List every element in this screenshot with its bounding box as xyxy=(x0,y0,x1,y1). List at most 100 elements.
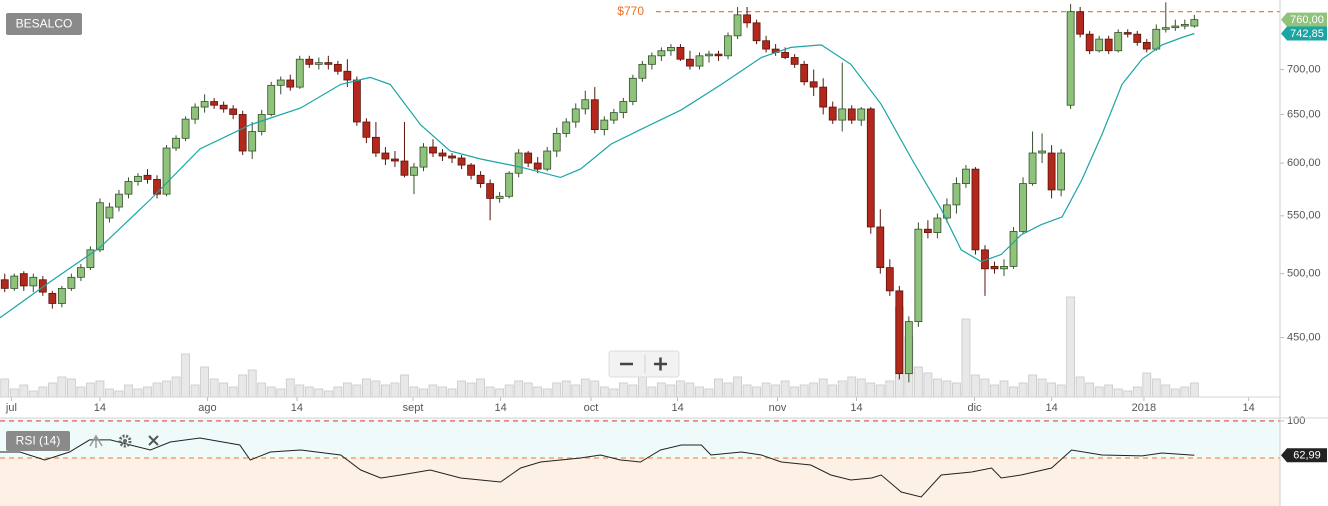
candle-body xyxy=(391,158,399,162)
candle-body xyxy=(971,168,980,251)
x-tick-label: 14 xyxy=(1045,402,1057,414)
candle-body xyxy=(943,204,951,219)
moving-average-line xyxy=(0,32,1195,319)
volume-bar xyxy=(171,376,181,398)
candle-body xyxy=(124,181,133,195)
x-tick-label: 14 xyxy=(850,402,862,414)
candle-body xyxy=(524,152,533,164)
volume-bar xyxy=(504,384,514,398)
candle-body xyxy=(457,157,466,166)
candle-body xyxy=(705,53,713,57)
volume-bar xyxy=(609,388,619,398)
candle-body xyxy=(372,136,380,154)
candle-body xyxy=(86,249,95,269)
candle-body xyxy=(210,101,219,106)
volume-bar xyxy=(314,388,324,398)
volume-bar xyxy=(390,382,400,398)
volume-bar xyxy=(228,386,238,398)
candle-body xyxy=(581,99,590,110)
volume-bar xyxy=(1075,376,1085,398)
candle-body xyxy=(295,58,304,88)
volume-bar xyxy=(695,386,704,398)
volume-bar xyxy=(342,382,352,398)
volume-bar xyxy=(561,380,571,398)
volume-bar xyxy=(1151,378,1161,398)
candle-body xyxy=(134,175,142,182)
volume-bar xyxy=(400,374,409,398)
volume-bar xyxy=(618,382,628,398)
volume-bar xyxy=(285,378,295,398)
y-tick-label: 550,00 xyxy=(1287,210,1321,222)
candle-body xyxy=(600,119,609,131)
volume-bar xyxy=(1142,372,1152,398)
volume-bar xyxy=(1037,378,1047,398)
candle-body xyxy=(990,266,999,270)
volume-bar xyxy=(657,382,666,398)
candle-body xyxy=(743,14,751,24)
candle-body xyxy=(1047,152,1056,191)
volume-bar xyxy=(1161,384,1171,398)
volume-bar xyxy=(1018,382,1028,398)
close-icon[interactable] xyxy=(148,435,159,446)
candle-body xyxy=(181,118,190,139)
annotation-label: $770 xyxy=(617,4,644,18)
candle-body xyxy=(762,40,770,50)
candle-body xyxy=(876,226,885,269)
x-tick-label: sept xyxy=(403,402,424,414)
candle-body xyxy=(638,63,647,79)
candle-body xyxy=(1123,32,1132,35)
candle-body xyxy=(857,108,866,121)
candle-body xyxy=(38,279,47,293)
candle-body xyxy=(115,193,123,208)
candle-body xyxy=(48,292,57,304)
settings-icon[interactable] xyxy=(118,434,132,448)
candle-body xyxy=(105,206,114,219)
volume-bar xyxy=(476,378,485,398)
candle-body xyxy=(333,63,342,72)
candle-body xyxy=(267,84,276,115)
panels: 100 xyxy=(0,415,1305,506)
volume-bar xyxy=(361,378,371,398)
volume-bar xyxy=(1180,386,1190,398)
candle-body xyxy=(923,228,932,233)
volume-bar xyxy=(304,386,314,398)
x-tick-label: 2018 xyxy=(1132,402,1156,414)
volume-bar xyxy=(866,382,876,398)
zoom-controls xyxy=(608,350,680,378)
volume-bar xyxy=(0,378,10,398)
candle-body xyxy=(866,108,875,228)
volume-bar xyxy=(676,380,685,398)
volume-bar xyxy=(952,382,961,398)
candle-body xyxy=(362,121,371,138)
volume-bar xyxy=(419,388,428,398)
volume-bar xyxy=(932,378,942,398)
volume-bar xyxy=(590,380,600,398)
volume-bar xyxy=(723,382,733,398)
move-icon[interactable] xyxy=(89,434,103,448)
volume-bar xyxy=(238,374,248,398)
volume-bar xyxy=(47,382,57,398)
volume-bar xyxy=(1094,386,1104,398)
volume-bar xyxy=(799,384,809,398)
volume-bar xyxy=(1123,390,1133,398)
volume-bar xyxy=(809,382,819,398)
volume-bar xyxy=(990,384,999,398)
volume-bar xyxy=(542,388,552,398)
candle-body xyxy=(1190,19,1199,27)
candle-body xyxy=(733,14,742,37)
candle-body xyxy=(781,52,790,58)
moving-average-label-shape xyxy=(1281,26,1327,41)
y-tick-label: 600,00 xyxy=(1287,157,1321,169)
candle-body xyxy=(10,275,19,289)
candle-body xyxy=(96,202,104,251)
candle-body xyxy=(1142,42,1151,50)
y-tick-label: 700,00 xyxy=(1287,63,1321,75)
candle-body xyxy=(676,46,685,60)
candle-body xyxy=(19,273,28,287)
candle-body xyxy=(191,106,199,120)
volume-bar xyxy=(105,388,114,398)
volume-bar xyxy=(428,384,438,398)
candle-body xyxy=(533,162,542,170)
candle-body xyxy=(143,174,152,180)
candle-body xyxy=(667,46,675,52)
